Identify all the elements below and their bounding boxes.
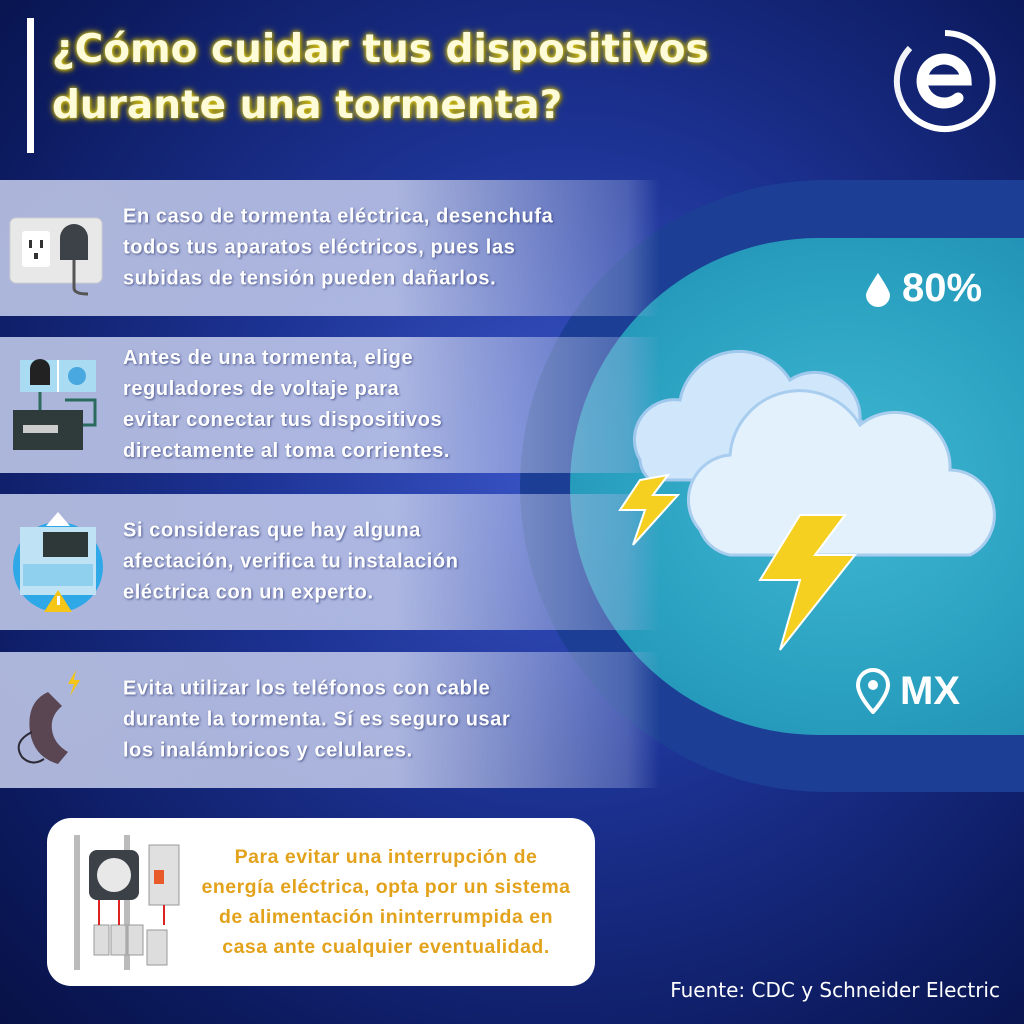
electric-meter-icon [74,835,180,970]
tip-text: Evita utilizar los teléfonos con cable d… [123,677,511,762]
tip-card: Evita utilizar los teléfonos con cable d… [0,652,660,788]
droplet-icon [866,272,890,307]
humidity-stat: 80% [864,266,982,311]
location-value: MX [900,668,960,713]
voltage-regulator-icon [13,359,97,450]
location-stat: MX [856,668,960,714]
storm-clouds-lightning-illustration [618,349,996,651]
title-accent-bar [27,18,34,153]
tip-text: Antes de una tormenta, elige reguladores… [123,347,451,462]
electrical-panel-warning-icon [13,512,103,612]
tip-card: Si consideras que hay alguna afectación,… [0,494,660,630]
e-circle-logo-icon [893,30,996,133]
wall-outlet-plug-icon [9,217,103,296]
ups-tip-text: Para evitar una interrupción de energía … [201,846,571,958]
humidity-value: 80% [902,266,983,310]
page-title: ¿Cómo cuidar tus dispositivos durante un… [52,27,709,128]
tip-text: Si consideras que hay alguna afectación,… [123,519,459,604]
ups-tip-box: Para evitar una interrupción de energía … [47,818,595,986]
source-credit: Fuente: CDC y Schneider Electric [670,978,1000,1002]
map-pin-icon [856,668,890,714]
tip-card: Antes de una tormenta, elige reguladores… [0,337,660,473]
tip-text: En caso de tormenta eléctrica, desenchuf… [123,205,554,290]
corded-phone-icon [17,670,80,764]
tip-card: En caso de tormenta eléctrica, desenchuf… [0,180,660,316]
